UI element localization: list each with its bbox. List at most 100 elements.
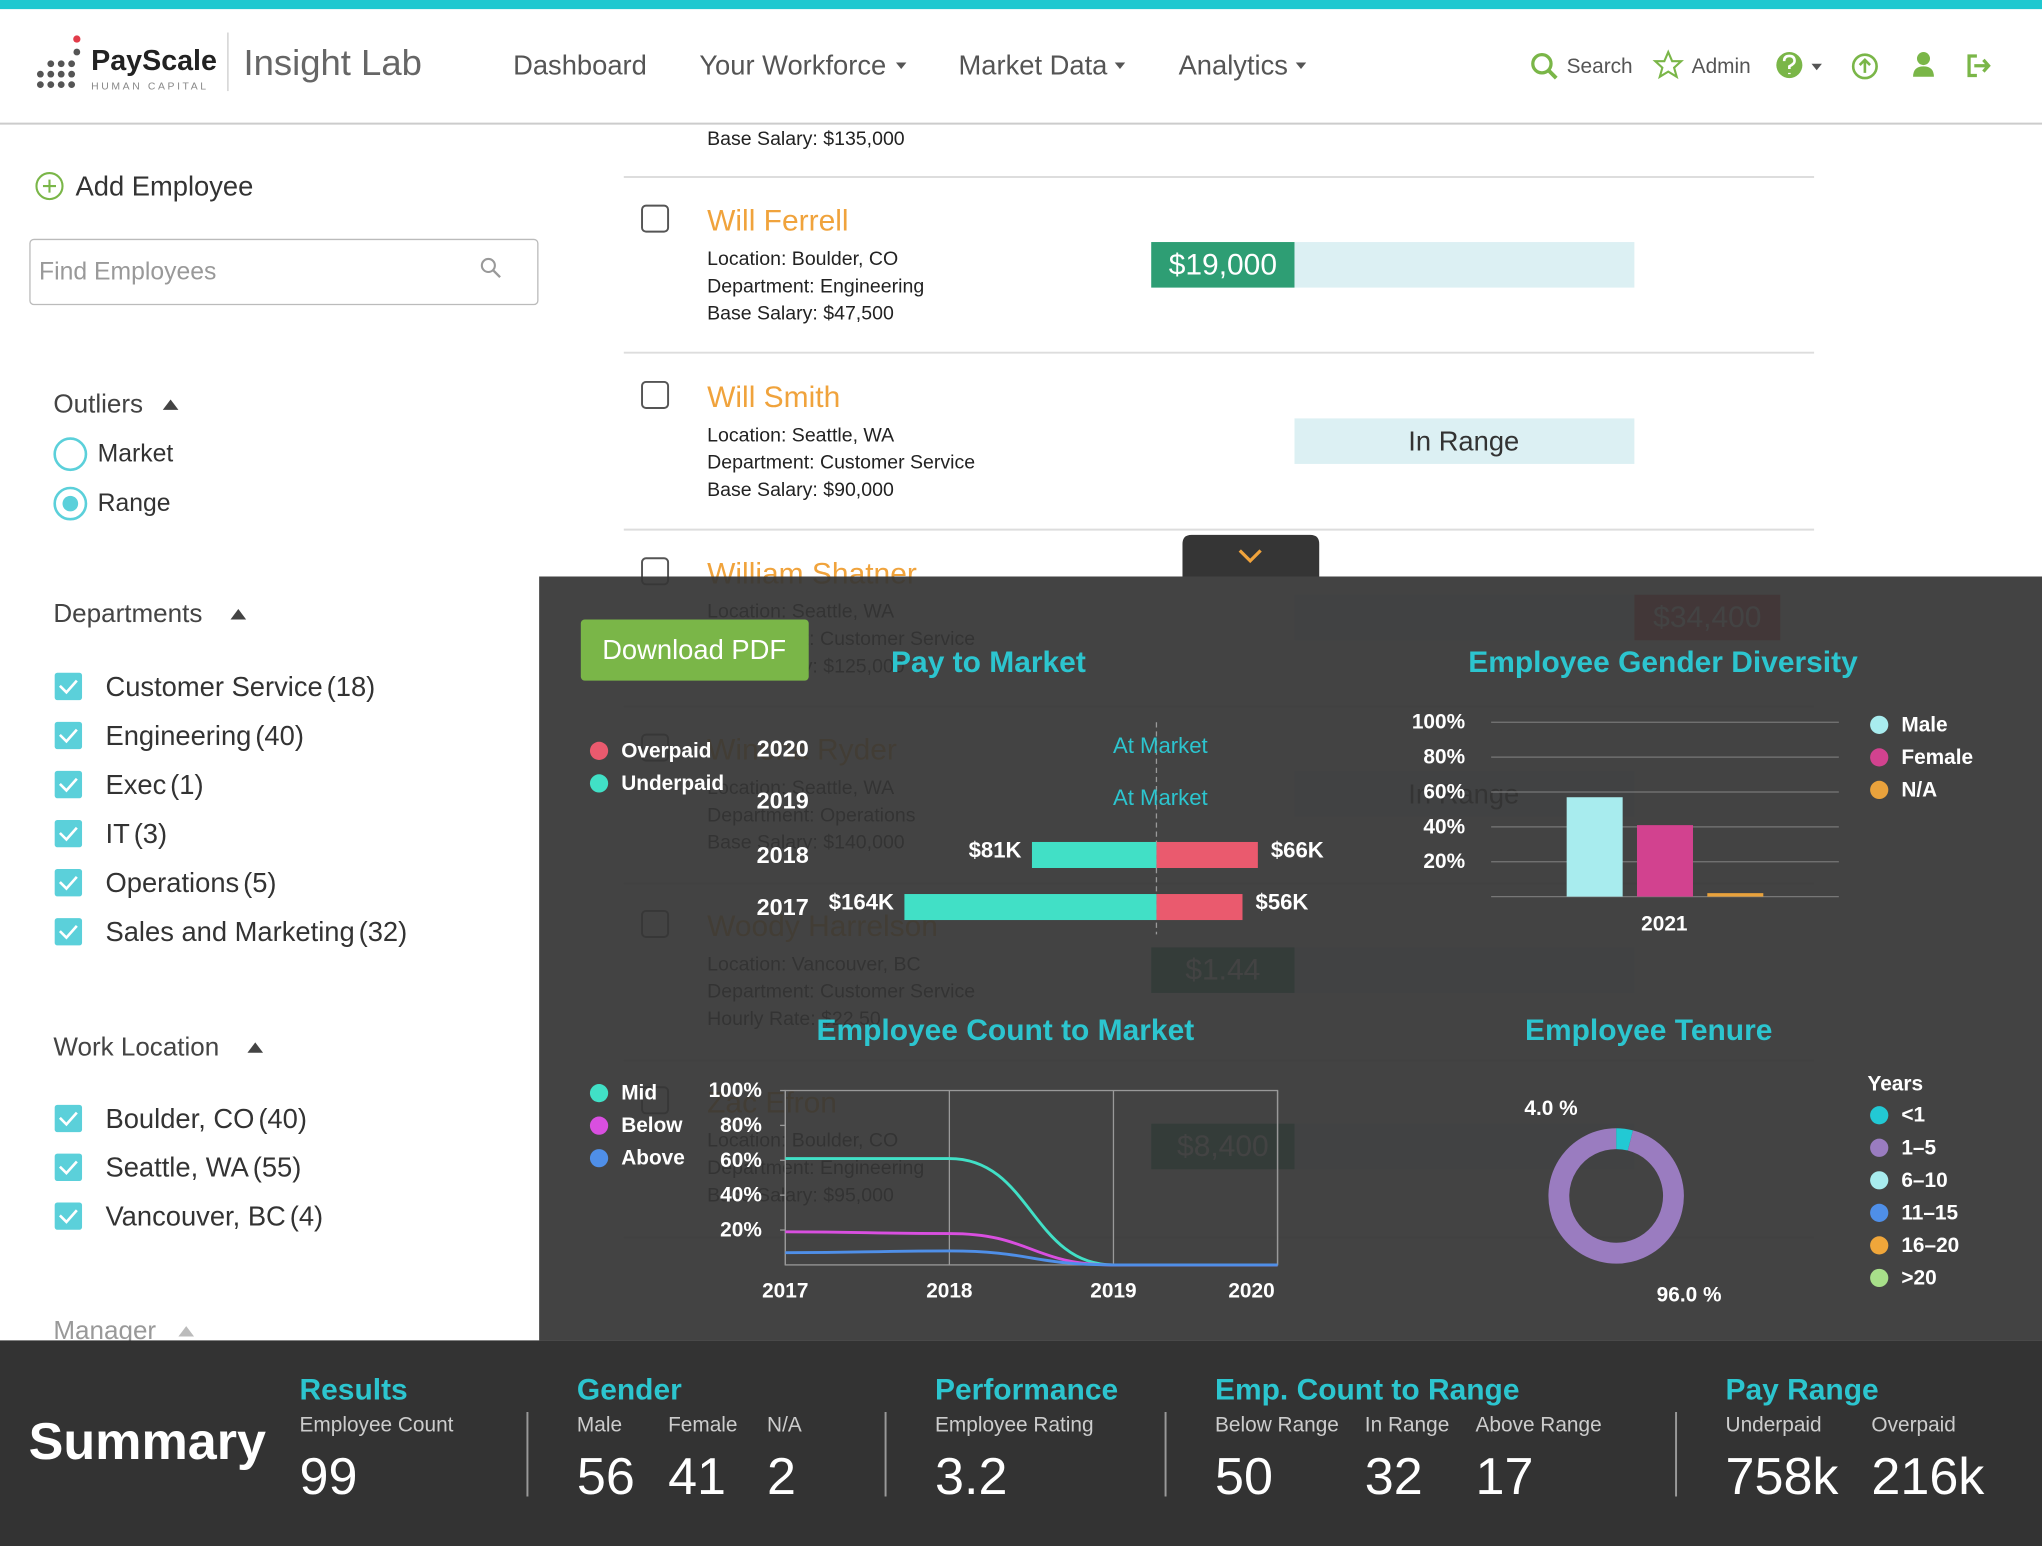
search-icon (480, 257, 496, 274)
checkmark (58, 1209, 78, 1224)
checkbox[interactable] (54, 869, 83, 897)
download-button[interactable] (580, 619, 809, 681)
user-icon[interactable] (1916, 52, 1931, 66)
checkbox[interactable] (54, 1153, 83, 1181)
group-title: Results (300, 1373, 408, 1406)
legend-dot (1870, 780, 1889, 800)
x-tick-label: 2017 (762, 1279, 808, 1302)
employee-name[interactable]: Will Ferrell (707, 205, 848, 238)
checkmark (58, 875, 78, 891)
checkbox-label: Vancouver, BC (4) (105, 1200, 323, 1231)
metric-label: Female (668, 1413, 737, 1436)
section-title: Manager (53, 1315, 156, 1345)
add-employee[interactable]: Add Employee (76, 171, 254, 202)
logo-dot (73, 35, 81, 43)
logo-dot (47, 81, 55, 88)
metric-value: 758k (1726, 1448, 1840, 1506)
metric-label: Employee Rating (935, 1413, 1094, 1436)
tab-chevron (1238, 549, 1262, 564)
nav-item[interactable]: Market Data (958, 50, 1108, 81)
legend-dot (589, 1084, 609, 1103)
bar (1566, 797, 1623, 897)
logout-icon[interactable] (1967, 54, 1991, 78)
count: (40) (255, 719, 304, 750)
legend-label: Above (621, 1147, 685, 1170)
year-label: 2018 (757, 842, 809, 868)
metric-label: Overpaid (1871, 1413, 1955, 1436)
panel-tab[interactable] (1182, 534, 1320, 577)
nav-item[interactable]: Your Workforce (699, 50, 886, 81)
user-body (1913, 66, 1934, 77)
group-title: Pay Range (1726, 1373, 1879, 1406)
header-action[interactable]: Search (1567, 55, 1633, 78)
brand-sub: HUMAN CAPITAL (91, 82, 209, 93)
legend-label: 1–5 (1901, 1136, 1936, 1159)
legend-dot (1870, 748, 1889, 767)
row-checkbox[interactable] (641, 204, 670, 233)
header-action[interactable]: Admin (1692, 55, 1751, 78)
employee-name[interactable]: Will Smith (707, 381, 840, 414)
add-icon (35, 172, 64, 201)
donut-slice (1615, 1128, 1633, 1151)
checkbox[interactable] (54, 918, 83, 946)
checkbox[interactable] (54, 672, 83, 701)
checkbox-label: Customer Service (18) (105, 670, 375, 701)
employee-detail: Location: Boulder, CO (707, 248, 898, 270)
row-checkbox[interactable] (641, 380, 670, 409)
radio-dot (62, 495, 79, 512)
upload-icon[interactable] (1851, 53, 1878, 80)
checkmark (58, 777, 78, 793)
logo-dot (57, 70, 65, 78)
group-title: Gender (577, 1373, 682, 1406)
logo-dot (36, 70, 44, 78)
donut-slice (1548, 1128, 1684, 1264)
pay-to-market-chart: Pay to Market Overpaid Underpaid 2020 At Mar… (589, 646, 1324, 935)
count-to-market-chart: Employee Count to Market 20% 40% 60% 80% 100%… (589, 1014, 1279, 1302)
gender-chart: Employee Gender Diversity 20% 40% 60% 80% 100… (1412, 646, 1973, 936)
checkbox-label: Exec (1) (105, 768, 203, 799)
label: Engineering (105, 719, 251, 750)
chart-title: Pay to Market (891, 646, 1086, 679)
value-label: $81K (969, 837, 1022, 862)
legend-dot (1870, 1268, 1889, 1288)
checkbox[interactable] (54, 1104, 83, 1133)
download-label: Download PDF (602, 634, 786, 665)
checkbox[interactable] (54, 721, 83, 750)
radio[interactable] (53, 437, 88, 472)
label: Customer Service (105, 670, 322, 701)
employee-row: Will Smith Location: Seattle, WA Departmen… (641, 380, 1635, 501)
radio-label: Range (98, 490, 171, 517)
legend-dot (1870, 1138, 1889, 1157)
section-title: Departments (53, 598, 202, 628)
year-label: 2017 (757, 894, 809, 920)
search-input[interactable] (29, 238, 539, 306)
label: Exec (105, 768, 166, 799)
range-track (1294, 418, 1635, 464)
header-bg (0, 0, 2042, 124)
label: Sales and Marketing (105, 916, 354, 947)
legend-dot (589, 1149, 609, 1168)
nav-item[interactable]: Dashboard (513, 50, 647, 81)
legend-label: Overpaid (621, 739, 711, 762)
caret (247, 1042, 264, 1053)
checkbox-label: IT (3) (105, 817, 167, 848)
gap-label: $19,000 (1169, 248, 1277, 281)
annotation: At Market (1113, 733, 1208, 758)
legend-dot (589, 1116, 609, 1135)
year-label: 2020 (757, 735, 809, 761)
checkbox[interactable] (54, 770, 83, 799)
y-tick-label: 80% (1423, 746, 1465, 769)
employee-row: Will Ferrell Location: Boulder, CO Departm… (641, 204, 1635, 325)
value-label: $66K (1271, 837, 1324, 862)
sidebar: Add Employee Find Employees Outliers Market… (0, 123, 540, 1345)
checkmark (58, 1111, 78, 1127)
legend-label: N/A (1901, 778, 1937, 801)
checkbox[interactable] (54, 819, 83, 848)
value-label: $164K (829, 889, 894, 914)
checkbox[interactable] (54, 1202, 83, 1230)
y-tick-label: 20% (1423, 850, 1465, 873)
metric-label: Above Range (1476, 1413, 1602, 1436)
legend-label: 16–20 (1901, 1234, 1959, 1257)
logo-dot (73, 48, 81, 56)
nav-item[interactable]: Analytics (1179, 50, 1288, 81)
